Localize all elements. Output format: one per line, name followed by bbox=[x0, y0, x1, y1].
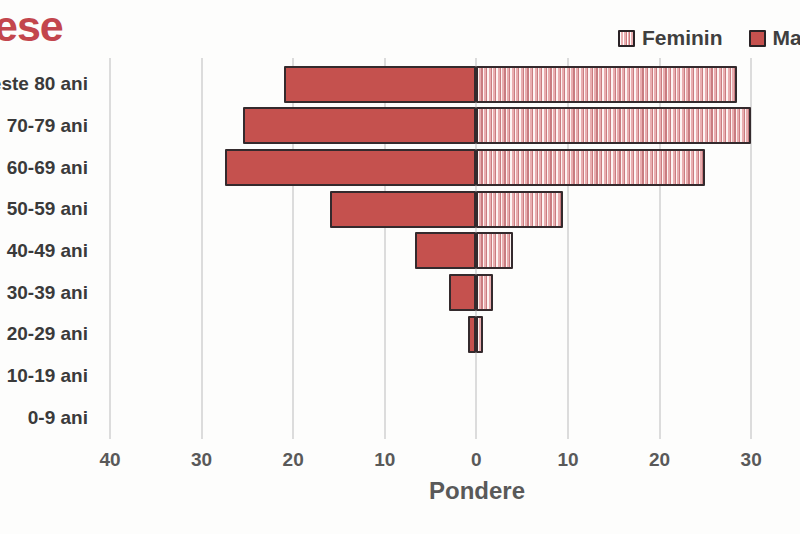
bar-masculin-60-69-ani bbox=[225, 149, 477, 186]
bar-masculin-30-39-ani bbox=[449, 274, 476, 311]
bar-masculin-20-29-ani bbox=[468, 316, 476, 353]
legend-item-feminin: Feminin bbox=[618, 26, 723, 50]
category-label: 0-9 ani bbox=[28, 407, 88, 429]
gridline-40 bbox=[109, 58, 111, 439]
bar-masculin-70-79-ani bbox=[243, 107, 477, 144]
category-label: 50-59 ani bbox=[7, 198, 88, 220]
bar-feminin-este-80-ani bbox=[476, 66, 737, 103]
legend-label-feminin: Feminin bbox=[642, 26, 723, 50]
x-axis-title: Pondere bbox=[377, 477, 577, 505]
bar-feminin-40-49-ani bbox=[476, 232, 513, 269]
bar-feminin-20-29-ani bbox=[476, 316, 482, 353]
chart-title: ese bbox=[0, 2, 63, 51]
bar-feminin-70-79-ani bbox=[476, 107, 751, 144]
bar-feminin-50-59-ani bbox=[476, 191, 563, 228]
masculin-swatch-icon bbox=[749, 30, 766, 47]
category-label: 60-69 ani bbox=[7, 157, 88, 179]
legend-label-masculin: Ma bbox=[773, 26, 800, 50]
x-tick-30: 30 bbox=[721, 449, 781, 471]
bar-masculin-40-49-ani bbox=[415, 232, 476, 269]
x-tick-0: 0 bbox=[446, 449, 506, 471]
x-tick-20: 20 bbox=[630, 449, 690, 471]
x-tick-10: 10 bbox=[538, 449, 598, 471]
bar-feminin-60-69-ani bbox=[476, 149, 705, 186]
x-tick-20: 20 bbox=[263, 449, 323, 471]
category-label: 30-39 ani bbox=[7, 282, 88, 304]
feminin-swatch-icon bbox=[618, 30, 635, 47]
x-tick-10: 10 bbox=[355, 449, 415, 471]
legend-item-masculin: Ma bbox=[749, 26, 800, 50]
category-label: 70-79 ani bbox=[7, 115, 88, 137]
bar-masculin-este-80-ani bbox=[284, 66, 476, 103]
bar-feminin-30-39-ani bbox=[476, 274, 492, 311]
x-tick-40: 40 bbox=[80, 449, 140, 471]
x-tick-30: 30 bbox=[172, 449, 232, 471]
bar-masculin-50-59-ani bbox=[330, 191, 477, 228]
population-pyramid-chart: ese Feminin Ma Pondere 40 30 20 10 0 10 20 30 es… bbox=[0, 0, 800, 534]
category-label: 10-19 ani bbox=[7, 365, 88, 387]
category-label: 20-29 ani bbox=[7, 323, 88, 345]
gridline-30 bbox=[201, 58, 203, 439]
category-label: este 80 ani bbox=[0, 73, 88, 95]
category-label: 40-49 ani bbox=[7, 240, 88, 262]
legend: Feminin Ma bbox=[618, 26, 800, 50]
